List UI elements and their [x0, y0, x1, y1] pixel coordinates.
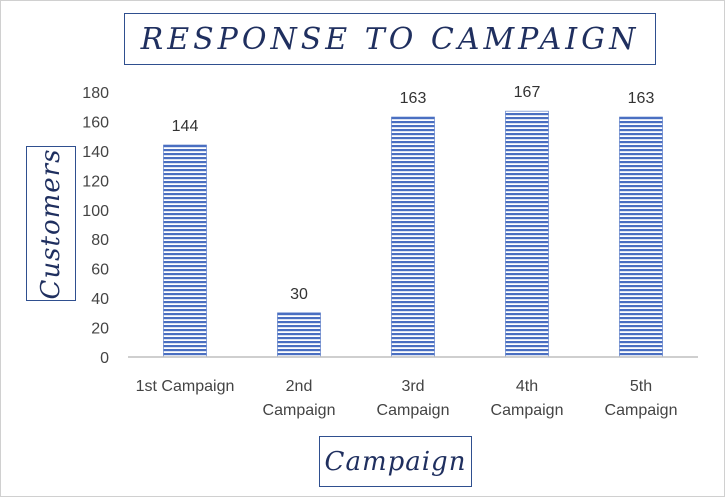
y-tick-label: 40	[91, 291, 109, 308]
y-tick-label: 0	[100, 350, 109, 367]
x-tick-label: 5th Campaign	[605, 378, 678, 419]
y-axis-label-box: Customers	[26, 146, 76, 301]
y-tick-label: 140	[82, 144, 109, 161]
data-labels: 144 30 163 167 163	[172, 84, 655, 303]
data-label: 167	[514, 84, 541, 101]
x-tick-label: 2nd Campaign	[263, 378, 336, 419]
y-tick-label: 160	[82, 114, 109, 131]
data-label: 30	[290, 286, 308, 303]
y-tick-label: 60	[91, 262, 109, 279]
y-tick-label: 80	[91, 232, 109, 249]
bar	[619, 116, 663, 358]
chart-title-box: RESPONSE TO CAMPAIGN	[124, 13, 656, 65]
x-tick-label: 1st Campaign	[136, 378, 235, 395]
x-tick-label: 4th Campaign	[491, 378, 564, 419]
y-axis-label: Customers	[36, 148, 66, 299]
bar	[505, 110, 549, 358]
y-tick-label: 180	[82, 85, 109, 102]
x-axis-label: Campaign	[324, 446, 467, 477]
x-axis-ticks: 1st Campaign 2nd Campaign 3rd Campaign 4th Cam…	[136, 378, 678, 419]
y-tick-label: 120	[82, 173, 109, 190]
chart-title: RESPONSE TO CAMPAIGN	[140, 21, 640, 57]
bar	[277, 312, 321, 358]
data-label: 163	[400, 90, 427, 107]
data-label: 144	[172, 118, 199, 135]
bar	[163, 144, 207, 358]
y-axis-ticks: 0 20 40 60 80 100 120 140 160 180	[82, 85, 109, 367]
y-tick-label: 100	[82, 203, 109, 220]
data-label: 163	[628, 90, 655, 107]
x-tick-label: 3rd Campaign	[377, 378, 450, 419]
bar	[391, 116, 435, 358]
x-axis-label-box: Campaign	[319, 436, 472, 487]
y-tick-label: 20	[91, 321, 109, 338]
bars	[163, 110, 663, 358]
